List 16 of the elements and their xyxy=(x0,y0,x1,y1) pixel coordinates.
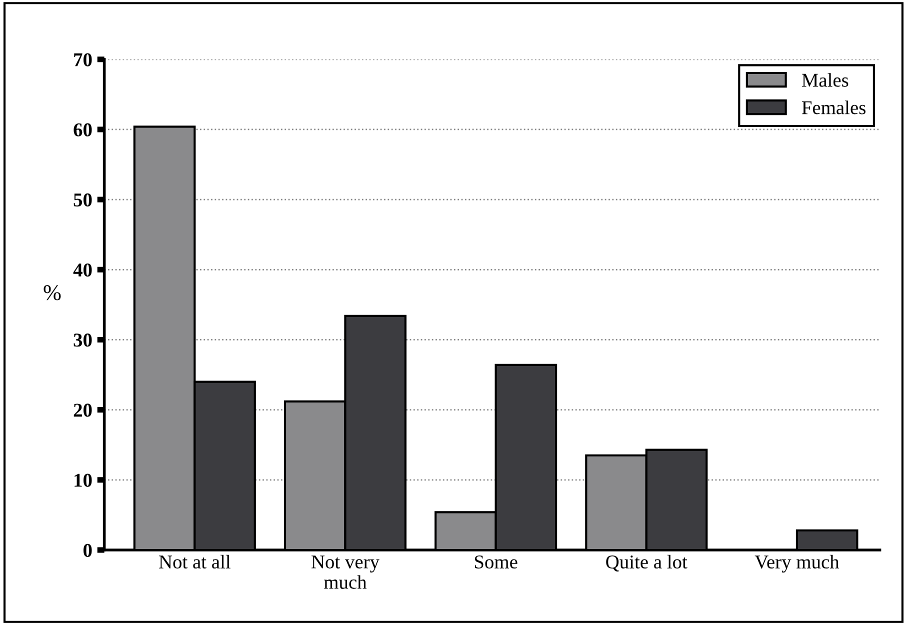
y-axis-title: % xyxy=(44,285,61,300)
x-tick-label: Some xyxy=(474,555,518,569)
legend-label: Males xyxy=(802,73,848,87)
y-tick-label: 70 xyxy=(74,53,92,66)
x-tick-label: Not at all xyxy=(159,554,230,569)
x-tick-label: Quite a lot xyxy=(606,554,688,572)
y-tick-label: 40 xyxy=(73,263,92,277)
y-tick-label: 10 xyxy=(74,474,92,487)
y-tick-label: 50 xyxy=(74,193,92,206)
legend-label: Females xyxy=(802,100,866,114)
y-tick-label: 0 xyxy=(84,544,92,557)
y-tick-label: 60 xyxy=(74,123,92,136)
x-tick-label: Not very much xyxy=(312,556,380,589)
x-tick-label: Very much xyxy=(754,554,840,573)
y-tick-label: 30 xyxy=(74,334,92,347)
y-tick-label: 20 xyxy=(74,404,92,417)
